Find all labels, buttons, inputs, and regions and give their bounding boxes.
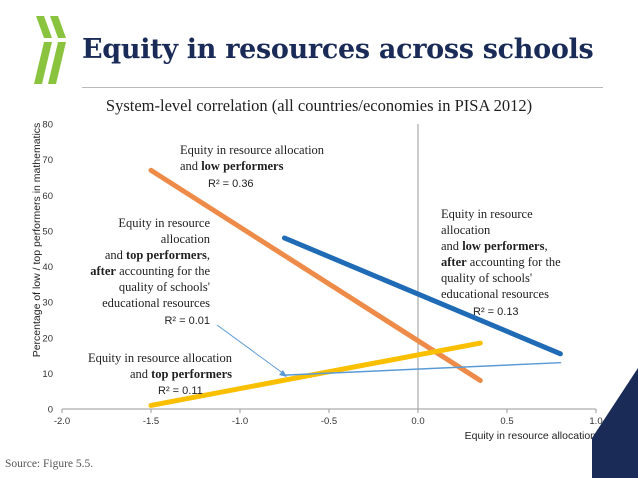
annotation-low-performers: Equity in resource allocation and low pe… — [180, 143, 325, 190]
y-tick-label: 30 — [42, 298, 53, 309]
r2-label: R² = 0.01 — [164, 315, 210, 327]
series-line-top_after — [283, 361, 562, 376]
title-divider — [82, 87, 603, 88]
y-axis-label: Percentage of low / top performers in ma… — [31, 123, 43, 358]
y-tick-label: 20 — [42, 333, 53, 344]
x-tick-label: -1.0 — [232, 416, 248, 427]
series-line-low_after — [282, 235, 563, 357]
annotation-top-performers: Equity in resource allocation and top pe… — [76, 350, 232, 399]
chart-title: System-level correlation (all countries/… — [105, 96, 533, 115]
corner-decoration — [592, 368, 638, 478]
oecd-logo-icon — [34, 16, 66, 84]
x-tick-label: -0.5 — [321, 416, 337, 427]
annotation-arrow-head — [279, 370, 287, 377]
source-note: Source: Figure 5.5. — [5, 458, 94, 470]
y-tick-label: 60 — [42, 191, 53, 202]
y-tick-label: 10 — [42, 369, 53, 380]
annotation-arrow — [216, 324, 285, 375]
x-tick-label: -1.5 — [143, 416, 159, 427]
x-axis-label: Equity in resource allocation — [465, 430, 596, 442]
x-tick-label: 0.0 — [411, 416, 424, 427]
series-line-low — [148, 167, 483, 383]
x-tick-label: -2.0 — [54, 416, 70, 427]
r2-label: R² = 0.36 — [208, 178, 254, 190]
annotation-low-performers-after: Equity in resource allocation and low pe… — [441, 207, 561, 318]
y-tick-label: 0 — [48, 405, 53, 416]
r2-label: R² = 0.13 — [473, 306, 519, 318]
r2-label: R² = 0.11 — [158, 385, 203, 397]
x-tick-label: 0.5 — [500, 416, 513, 427]
annotation-top-performers-after: Equity in resource allocation and top pe… — [60, 215, 210, 329]
y-tick-label: 80 — [42, 120, 53, 131]
y-tick-label: 50 — [42, 226, 53, 237]
y-tick-label: 70 — [42, 155, 53, 166]
y-tick-label: 40 — [42, 262, 53, 273]
page-title: Equity in resources across schools — [82, 34, 594, 65]
x-tick-label: 1.0 — [589, 416, 602, 427]
